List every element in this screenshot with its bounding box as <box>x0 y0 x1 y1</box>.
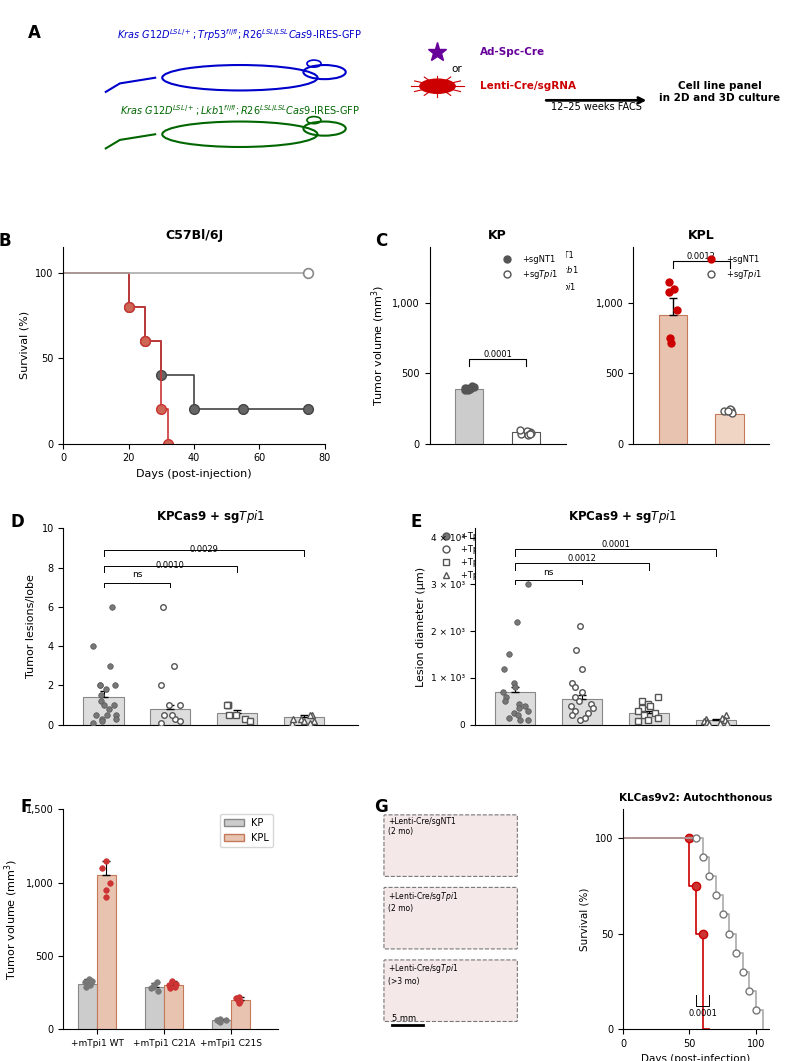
Circle shape <box>419 80 455 93</box>
Y-axis label: Tumor volume (mm$^3$): Tumor volume (mm$^3$) <box>3 858 21 980</box>
Legend: KPCas9 + sgNT1, KPCas9 + sg$\it{Lkb1}$, KPCas9 + sg$\it{Tpi1}$: KPCas9 + sgNT1, KPCas9 + sg$\it{Lkb1}$, … <box>477 247 581 297</box>
Bar <box>79 984 97 1029</box>
Y-axis label: Lesion diameter (μm): Lesion diameter (μm) <box>416 567 426 686</box>
Bar <box>213 1021 231 1029</box>
Text: ns: ns <box>132 571 142 579</box>
Text: 0.0010: 0.0010 <box>156 560 185 570</box>
Bar <box>695 720 736 725</box>
Text: 12–25 weeks FACS: 12–25 weeks FACS <box>551 102 642 112</box>
Legend: +Tpi1 WT, +Tpi1 C21A, +Tpi1 C21D, +Tpi1 C21S: +Tpi1 WT, +Tpi1 C21A, +Tpi1 C21D, +Tpi1 … <box>435 528 515 584</box>
Text: 0.0012: 0.0012 <box>687 251 716 261</box>
Text: 0.0001: 0.0001 <box>601 540 630 549</box>
Text: F: F <box>21 798 32 816</box>
Y-axis label: Survival (%): Survival (%) <box>580 888 589 951</box>
Text: or: or <box>451 65 462 74</box>
Legend: +sgNT1, +sg$\it{Tpi1}$: +sgNT1, +sg$\it{Tpi1}$ <box>699 251 765 284</box>
Text: 0.0029: 0.0029 <box>190 545 218 554</box>
Bar <box>83 697 124 725</box>
FancyBboxPatch shape <box>384 815 517 876</box>
X-axis label: Days (post-injection): Days (post-injection) <box>136 469 252 479</box>
Text: Lenti-Cre/sgRNA: Lenti-Cre/sgRNA <box>480 82 576 91</box>
Bar <box>151 709 190 725</box>
Text: C: C <box>375 231 388 249</box>
Text: G: G <box>374 798 388 816</box>
Y-axis label: Survival (%): Survival (%) <box>20 311 30 380</box>
Text: 0.0001: 0.0001 <box>483 350 512 359</box>
Bar <box>164 986 182 1029</box>
Y-axis label: Tumor lesions/lobe: Tumor lesions/lobe <box>26 574 36 678</box>
Title: KLCas9v2: Autochthonous: KLCas9v2: Autochthonous <box>619 793 772 803</box>
Text: $\it{Kras}$ $\it{G12D}$$^{LSL/+}$$\it{;Lkb1}$$^{fl/fl}$$\it{;R26}$$^{LSL/LSL}$$\: $\it{Kras}$ $\it{G12D}$$^{LSL/+}$$\it{;L… <box>120 103 360 118</box>
Text: E: E <box>411 512 422 530</box>
Legend: +sgNT1, +sg$\it{Tpi1}$: +sgNT1, +sg$\it{Tpi1}$ <box>496 251 561 284</box>
Text: D: D <box>10 512 25 530</box>
Title: KPCas9 + sg$\it{Tpi1}$: KPCas9 + sg$\it{Tpi1}$ <box>568 508 676 525</box>
Title: C57Bl/6J: C57Bl/6J <box>165 229 223 242</box>
Bar <box>715 414 744 443</box>
FancyBboxPatch shape <box>384 960 517 1022</box>
Bar <box>97 875 116 1029</box>
Text: 0.0001: 0.0001 <box>688 1009 717 1017</box>
Text: Cell line panel
in 2D and 3D culture: Cell line panel in 2D and 3D culture <box>659 81 780 103</box>
Bar <box>284 717 324 725</box>
Text: $\it{Kras}$ $\it{G12D}$$^{LSL/+}$$\it{;Trp53}$$^{fl/fl}$$\it{;R26}$$^{LSL/LSL}$$: $\it{Kras}$ $\it{G12D}$$^{LSL/+}$$\it{;T… <box>117 28 362 44</box>
Text: 0.0012: 0.0012 <box>568 554 596 563</box>
Bar <box>217 713 257 725</box>
Text: +Lenti-Cre/sgNT1
(2 mo): +Lenti-Cre/sgNT1 (2 mo) <box>389 817 456 836</box>
Title: KP: KP <box>488 229 507 242</box>
Legend: KP, KPL: KP, KPL <box>220 814 273 847</box>
Bar <box>495 692 535 725</box>
Bar <box>145 987 164 1029</box>
Text: +Lenti-Cre/sg$\it{Tpi1}$
(>3 mo): +Lenti-Cre/sg$\it{Tpi1}$ (>3 mo) <box>389 962 458 986</box>
Text: Ad-Spc-Cre: Ad-Spc-Cre <box>480 48 545 57</box>
Bar <box>455 389 484 443</box>
Text: +Lenti-Cre/sg$\it{Tpi1}$
(2 mo): +Lenti-Cre/sg$\it{Tpi1}$ (2 mo) <box>389 889 458 914</box>
Bar <box>231 999 250 1029</box>
FancyBboxPatch shape <box>384 887 517 949</box>
Bar <box>562 699 602 725</box>
Bar <box>659 315 688 443</box>
Title: KPL: KPL <box>688 229 714 242</box>
X-axis label: Days (post-infection): Days (post-infection) <box>642 1055 751 1061</box>
Text: ns: ns <box>543 568 554 577</box>
Bar <box>511 432 540 443</box>
Bar <box>629 713 669 725</box>
Text: B: B <box>0 231 11 249</box>
Text: A: A <box>29 24 41 42</box>
Text: 5 mm: 5 mm <box>392 1014 416 1024</box>
Y-axis label: Tumor volume (mm$^3$): Tumor volume (mm$^3$) <box>370 284 387 406</box>
Title: KPCas9 + sg$\it{Tpi1}$: KPCas9 + sg$\it{Tpi1}$ <box>156 508 265 525</box>
